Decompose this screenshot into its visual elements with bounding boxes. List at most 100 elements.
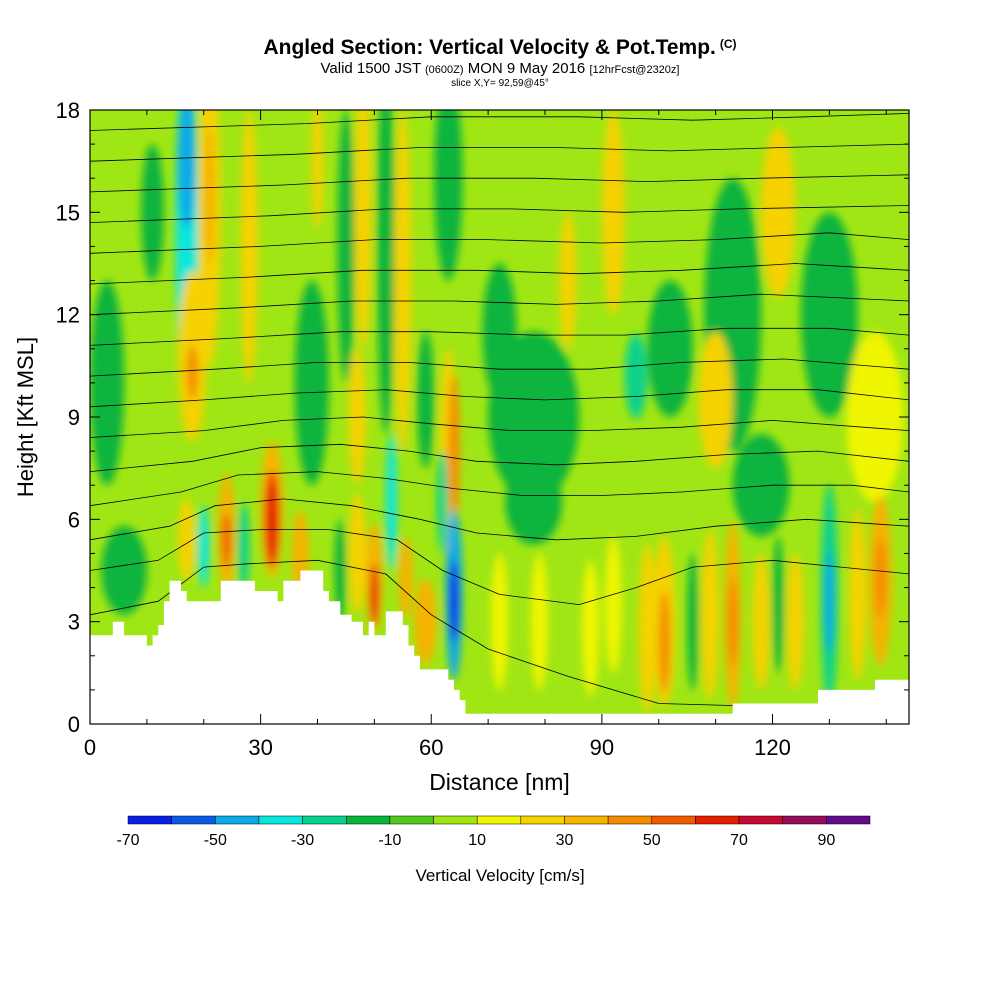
subtitle-utc: (0600Z) (425, 64, 464, 76)
colorbar-label: Vertical Velocity [cm/s] (415, 866, 584, 885)
velocity-cell (240, 110, 258, 383)
theta-contour (90, 174, 909, 193)
x-tick-label: 120 (754, 735, 791, 760)
velocity-cell (394, 110, 412, 452)
axes: 0 30 60 90 120 0 3 6 9 12 15 18 Distance [nm] Height … (13, 98, 909, 795)
colorbar-swatch (476, 815, 522, 825)
velocity-cell (849, 509, 867, 680)
velocity-cell (624, 333, 648, 419)
chart-title: Angled Section: Vertical Velocity & Pot.… (0, 36, 1000, 60)
velocity-cell (222, 512, 231, 568)
velocity-cell (294, 280, 329, 486)
velocity-cell (354, 110, 372, 349)
velocity-cell (348, 493, 366, 614)
velocity-cell (449, 560, 459, 643)
y-tick-label: 0 (68, 712, 80, 737)
theta-contours (90, 113, 909, 711)
velocity-cell (800, 212, 858, 417)
velocity-cell (698, 331, 733, 469)
velocity-cell (101, 526, 147, 615)
theta-contour (90, 263, 909, 285)
x-tick-label: 90 (590, 735, 614, 760)
velocity-cell (237, 502, 250, 591)
velocity-cell (727, 577, 738, 667)
theta-contour (90, 443, 909, 472)
velocity-cell (772, 536, 784, 673)
velocity-cell (490, 553, 509, 690)
chart-title-unit: (C) (719, 37, 737, 51)
theta-contour (90, 498, 909, 541)
colorbar-swatch (607, 815, 653, 825)
velocity-cell (311, 110, 324, 230)
colorbar-swatch (738, 815, 783, 825)
velocity-cell (581, 560, 600, 697)
velocity-cell (377, 110, 395, 434)
velocity-cell (264, 471, 280, 568)
theta-contour (90, 416, 909, 438)
subtitle-valid: Valid 1500 JST (320, 60, 421, 77)
velocity-cell (186, 345, 199, 400)
velocity-cells (90, 110, 904, 714)
velocity-cell (178, 110, 196, 230)
velocity-cell (385, 434, 398, 571)
x-axis-label: Distance [nm] (429, 769, 570, 795)
theta-contour (90, 143, 909, 162)
velocity-cell (638, 543, 656, 714)
y-tick-label: 9 (68, 405, 80, 430)
velocity-cell (198, 505, 210, 588)
velocity-cell (559, 212, 577, 349)
theta-contour (90, 471, 909, 507)
velocity-cell (488, 331, 580, 503)
subtitle-date: MON 9 May 2016 (467, 60, 586, 77)
theta-contour (90, 293, 909, 316)
velocity-cell (90, 280, 125, 486)
velocity-cell (874, 536, 887, 619)
y-tick-label: 12 (56, 303, 80, 328)
velocity-cell (687, 553, 699, 690)
velocity-cell (530, 553, 548, 690)
velocity-cell (414, 579, 437, 665)
velocity-cell (761, 127, 796, 298)
colorbar-swatch (389, 815, 434, 825)
colorbar-swatch (520, 815, 565, 825)
colorbar-swatch (215, 815, 260, 825)
theta-contour (90, 232, 909, 254)
colorbar: -70 -50 -30 -10 10 30 50 70 90 Vertical Velocity … (116, 815, 871, 885)
velocity-cell (505, 459, 563, 545)
y-tick-label: 6 (68, 507, 80, 532)
theta-contour (90, 113, 909, 131)
velocity-cell (448, 374, 460, 528)
chart-title-text: Angled Section: Vertical Velocity & Pot.… (263, 36, 716, 59)
colorbar-tick-label: 70 (730, 832, 748, 849)
colorbar-tick-label: 30 (556, 832, 574, 849)
x-tick-label: 30 (248, 735, 272, 760)
colorbar-swatch (564, 815, 609, 825)
velocity-cell (337, 110, 355, 383)
theta-contour (90, 205, 909, 223)
colorbar-swatch (826, 815, 871, 825)
y-tick-label: 15 (56, 200, 80, 225)
velocity-cell (398, 536, 413, 619)
theta-contour (90, 529, 909, 606)
colorbar-swatch (258, 815, 303, 825)
velocity-cell (370, 563, 379, 626)
colorbar-tick-label: 10 (468, 832, 486, 849)
theta-contour (90, 389, 909, 408)
velocity-cell (417, 331, 435, 469)
velocity-cell (334, 519, 346, 622)
velocity-cell (434, 110, 463, 281)
velocity-cell (786, 553, 804, 690)
colorbar-swatch (302, 815, 347, 825)
velocity-cell (647, 280, 693, 417)
colorbar-tick-label: -30 (291, 832, 314, 849)
theta-contour (90, 559, 909, 711)
velocity-cell (732, 434, 790, 537)
colorbar-swatch (695, 815, 740, 825)
velocity-cell (436, 451, 449, 554)
colorbar-tick-label: -50 (204, 832, 227, 849)
colorbar-swatch (651, 815, 696, 825)
velocity-cell (701, 529, 719, 701)
velocity-cell (604, 536, 622, 673)
colorbar-tick-label: 90 (817, 832, 835, 849)
subtitle-forecast: [12hrFcst@2320z] (589, 64, 680, 76)
